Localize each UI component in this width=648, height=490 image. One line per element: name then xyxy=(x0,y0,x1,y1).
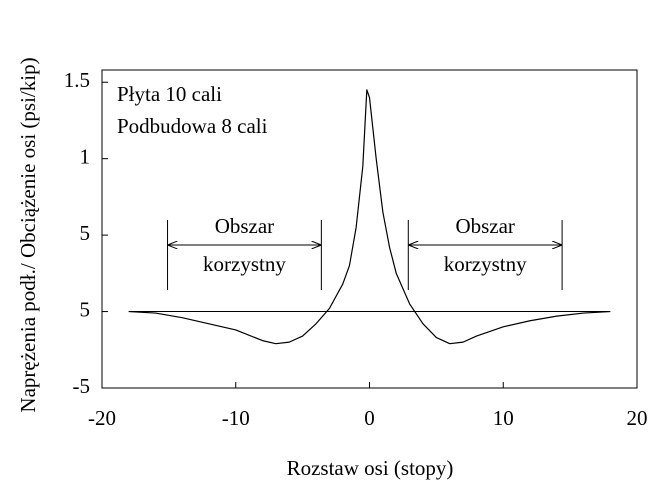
x-tick-label: -10 xyxy=(222,406,250,430)
y-tick-label: 1 xyxy=(80,144,91,168)
y-tick-label: 5 xyxy=(80,221,91,245)
data-line xyxy=(128,89,611,345)
x-tick-label: -20 xyxy=(88,406,116,430)
region-label: Obszar xyxy=(215,214,274,238)
annotation: Podbudowa 8 cali xyxy=(117,114,268,138)
y-tick-label: 5 xyxy=(80,297,91,321)
region-label: Obszar xyxy=(455,214,514,238)
x-tick-label: 10 xyxy=(493,406,514,430)
y-tick-label: -5 xyxy=(73,374,91,398)
y-axis-label: Naprężenia podł./ Obciążenie osi (psi/ki… xyxy=(16,57,40,412)
y-tick-label: 1.5 xyxy=(64,68,90,92)
annotation: Płyta 10 cali xyxy=(117,82,222,106)
x-axis-label: Rozstaw osi (stopy) xyxy=(287,456,454,480)
region-label: korzystny xyxy=(203,252,286,276)
x-tick-label: 0 xyxy=(364,406,375,430)
region-label: korzystny xyxy=(444,252,527,276)
x-tick-label: 20 xyxy=(627,406,648,430)
